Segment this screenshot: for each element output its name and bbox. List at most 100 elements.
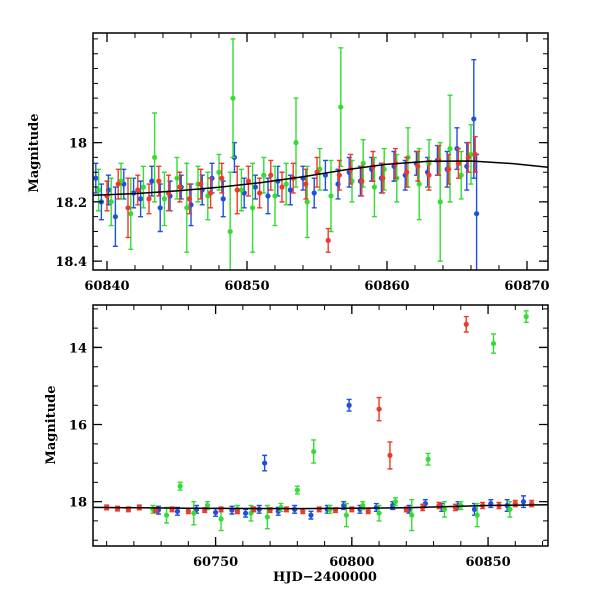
data-point bbox=[252, 184, 258, 190]
data-point bbox=[523, 313, 529, 320]
data-point bbox=[471, 506, 478, 512]
data-point bbox=[446, 166, 452, 172]
series-red bbox=[104, 315, 535, 515]
data-point bbox=[327, 506, 333, 512]
bottom-x-axis-label: HJD−2400000 bbox=[273, 570, 377, 585]
data-point bbox=[174, 175, 180, 181]
data-point bbox=[471, 116, 477, 122]
plot-area bbox=[93, 310, 548, 532]
data-point bbox=[230, 95, 236, 101]
data-point bbox=[219, 175, 225, 181]
data-point bbox=[338, 104, 344, 110]
data-point bbox=[264, 514, 270, 520]
data-point bbox=[218, 506, 224, 512]
data-point bbox=[441, 506, 448, 512]
data-point bbox=[316, 506, 322, 512]
data-point bbox=[204, 502, 211, 509]
data-point bbox=[115, 181, 121, 187]
data-point bbox=[404, 169, 410, 175]
data-point bbox=[157, 205, 163, 211]
y-tick-label: 14 bbox=[69, 341, 87, 356]
data-point bbox=[261, 172, 267, 178]
x-tick-label: 60870 bbox=[504, 279, 549, 294]
data-point bbox=[415, 163, 421, 169]
data-point bbox=[227, 228, 233, 235]
data-point bbox=[93, 175, 99, 181]
y-tick-label: 18 bbox=[69, 496, 87, 511]
data-point bbox=[304, 199, 310, 205]
y-tick-label: 18 bbox=[69, 137, 87, 152]
model-curve bbox=[93, 160, 548, 197]
data-point bbox=[336, 172, 342, 178]
data-point bbox=[138, 196, 144, 202]
data-point bbox=[114, 505, 121, 512]
data-point bbox=[287, 187, 293, 193]
data-point bbox=[360, 502, 366, 509]
data-point bbox=[156, 178, 162, 184]
data-point bbox=[474, 211, 480, 217]
series-green bbox=[150, 310, 529, 532]
data-point bbox=[208, 190, 214, 196]
data-point bbox=[474, 512, 480, 518]
data-point bbox=[300, 508, 306, 514]
data-point bbox=[242, 510, 249, 516]
data-point bbox=[218, 516, 224, 522]
data-point bbox=[245, 178, 251, 184]
data-point bbox=[220, 196, 226, 202]
data-point bbox=[294, 487, 300, 493]
plot-area bbox=[93, 38, 548, 270]
data-point bbox=[187, 196, 193, 202]
data-point bbox=[490, 340, 497, 347]
data-point bbox=[390, 502, 396, 509]
data-point bbox=[311, 190, 317, 196]
data-point bbox=[250, 205, 256, 211]
data-point bbox=[268, 172, 274, 178]
data-point bbox=[425, 456, 431, 462]
data-point bbox=[112, 214, 118, 220]
data-point bbox=[455, 160, 461, 166]
data-point bbox=[108, 199, 114, 205]
data-point bbox=[371, 184, 377, 190]
data-point bbox=[251, 506, 257, 512]
data-point bbox=[163, 512, 170, 518]
data-point bbox=[360, 160, 366, 166]
x-tick-label: 60750 bbox=[193, 555, 238, 570]
data-point bbox=[346, 402, 352, 408]
y-tick-label: 16 bbox=[69, 419, 87, 434]
data-point bbox=[135, 187, 141, 193]
data-point bbox=[149, 178, 155, 184]
data-point bbox=[520, 499, 527, 505]
x-tick-label: 60850 bbox=[465, 555, 510, 570]
data-point bbox=[343, 512, 349, 518]
data-point bbox=[161, 196, 167, 202]
data-point bbox=[507, 506, 513, 512]
data-point bbox=[177, 184, 183, 190]
data-point bbox=[311, 448, 317, 455]
data-point bbox=[184, 205, 190, 211]
x-tick-label: 60800 bbox=[329, 555, 374, 570]
data-point bbox=[359, 178, 365, 184]
axes-frame bbox=[92, 304, 549, 547]
data-point bbox=[128, 211, 134, 217]
data-point bbox=[198, 181, 204, 187]
data-point bbox=[465, 154, 471, 161]
model-curve bbox=[93, 503, 548, 510]
data-point bbox=[308, 512, 314, 518]
data-point bbox=[376, 406, 382, 412]
data-point bbox=[409, 512, 415, 518]
data-point bbox=[191, 510, 197, 516]
data-point bbox=[238, 187, 244, 193]
series-red bbox=[104, 135, 478, 253]
x-tick-label: 60860 bbox=[364, 279, 409, 294]
data-point bbox=[376, 510, 382, 516]
data-point bbox=[447, 145, 453, 152]
data-point bbox=[234, 187, 240, 193]
data-point bbox=[303, 181, 309, 187]
top-panel-light-curve: 60840 60850 60860 60870 18 18.2 18.4 bbox=[55, 32, 550, 294]
data-point bbox=[257, 190, 263, 196]
bottom-panel-light-curve: 60750 60800 60850 14 16 18 bbox=[69, 304, 549, 570]
data-point bbox=[426, 172, 432, 178]
data-point bbox=[185, 508, 191, 514]
data-point bbox=[140, 184, 146, 190]
